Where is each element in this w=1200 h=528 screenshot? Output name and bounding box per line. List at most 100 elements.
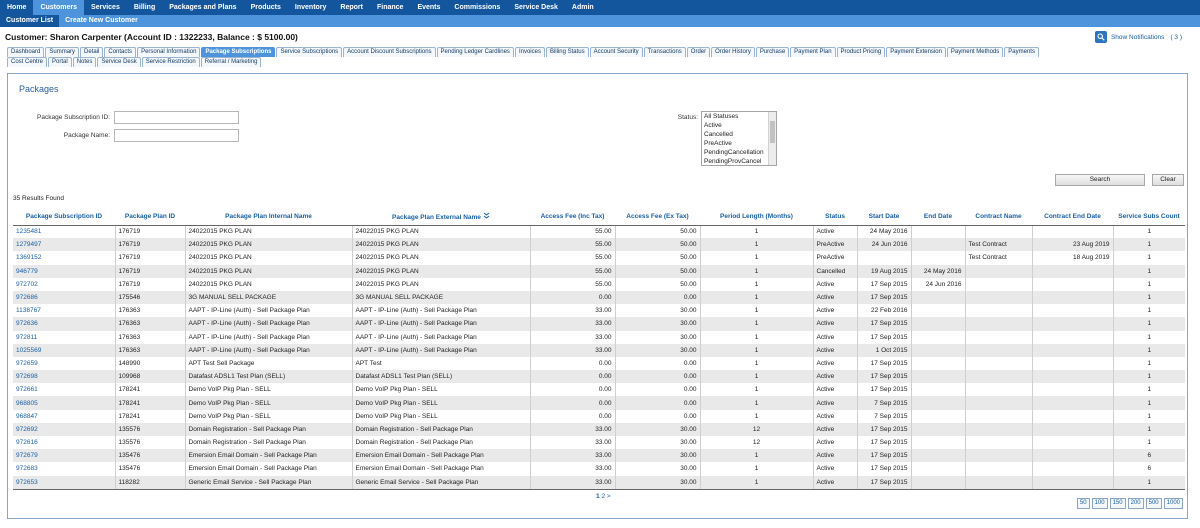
page-next-link[interactable]: > (606, 493, 611, 500)
subscription-id-link[interactable]: 968805 (13, 396, 116, 410)
column-header-label[interactable]: Package Plan ID (124, 213, 176, 221)
tab-personal-information[interactable]: Personal Information (137, 47, 201, 57)
tab-payment-methods[interactable]: Payment Methods (946, 47, 1004, 57)
tab-product-pricing[interactable]: Product Pricing (836, 47, 886, 57)
page-size-50[interactable]: 50 (1076, 498, 1090, 509)
table-row[interactable]: 972661 178241 Demo VoIP Pkg Plan - SELL Dem… (13, 383, 1185, 397)
table-row[interactable]: 968847 178241 Demo VoIP Pkg Plan - SELL Dem… (13, 409, 1185, 423)
table-row[interactable]: 1025569 176363 AAPT - IP-Line (Auth) - Sel… (13, 343, 1185, 357)
column-header[interactable]: Access Fee (Inc Tax) (530, 209, 615, 226)
tab-detail[interactable]: Detail (80, 47, 104, 57)
table-row[interactable]: 1138767 176363 AAPT - IP-Line (Auth) - Sel… (13, 304, 1185, 318)
sort-descending-icon[interactable] (483, 212, 490, 221)
tab-contacts[interactable]: Contacts (104, 47, 137, 57)
column-header[interactable]: Status (813, 209, 857, 226)
subscription-id-link[interactable]: 1025569 (13, 343, 116, 357)
table-row[interactable]: 972698 109968 Datafast ADSL1 Test Plan (SE… (13, 370, 1185, 384)
tab-account-security[interactable]: Account Security (589, 47, 643, 57)
column-header[interactable]: Contract Name (965, 209, 1032, 226)
tab-payment-extension[interactable]: Payment Extension (886, 47, 946, 57)
subscription-id-link[interactable]: 972811 (13, 330, 116, 344)
subscription-id-link[interactable]: 968847 (13, 409, 116, 423)
status-listbox[interactable]: All Statuses Active Cancelled PreActive Pend… (701, 111, 777, 166)
column-header-label[interactable]: Start Date (868, 213, 900, 221)
tab-dashboard[interactable]: Dashboard (7, 47, 45, 57)
column-header[interactable]: Package Plan ID (115, 209, 185, 226)
subscription-id-input[interactable] (114, 111, 239, 124)
table-row[interactable]: 972702 176719 24022015 PKG PLAN 24022015 PK… (13, 277, 1185, 291)
column-header-label[interactable]: Package Subscription ID (25, 213, 103, 221)
page-size-1000[interactable]: 1000 (1163, 498, 1183, 509)
table-row[interactable]: 972679 135476 Emersion Email Domain - Sell… (13, 449, 1185, 463)
notifications-link[interactable]: Show Notifications ( 3 ) (1094, 31, 1182, 43)
nav-services[interactable]: Services (91, 4, 120, 11)
subscription-id-link[interactable]: 972679 (13, 449, 116, 463)
column-header[interactable]: Start Date (857, 209, 911, 226)
subscription-id-link[interactable]: 1369152 (13, 251, 116, 265)
notifications-label[interactable]: Show Notifications (1110, 33, 1165, 41)
tab-account-discount-subscriptions[interactable]: Account Discount Subscriptions (343, 47, 436, 57)
page-size-100[interactable]: 100 (1091, 498, 1108, 509)
tab-service-restriction[interactable]: Service Restriction (141, 57, 200, 67)
table-row[interactable]: 972659 148990 APT Test Sell Package APT Tes… (13, 356, 1185, 371)
tab-package-subscriptions[interactable]: Package Subscriptions (201, 47, 276, 57)
nav-home[interactable]: Home (7, 4, 27, 11)
subscription-id-link[interactable]: 972702 (13, 277, 116, 291)
subscription-id-link[interactable]: 1138767 (13, 304, 116, 318)
tab-referral-marketing[interactable]: Referral / Marketing (200, 57, 262, 67)
tab-portal[interactable]: Portal (48, 57, 72, 67)
tab-payments[interactable]: Payments (1004, 47, 1039, 57)
tab-billing-status[interactable]: Billing Status (545, 47, 589, 57)
nav-billing[interactable]: Billing (133, 4, 156, 11)
search-icon[interactable] (1094, 31, 1107, 43)
tab-service-subscriptions[interactable]: Service Subscriptions (276, 47, 343, 57)
table-row[interactable]: 972653 118282 Generic Email Service - Sell… (13, 475, 1185, 489)
status-option-pendingprovcancel[interactable]: PendingProvCancel (704, 158, 762, 165)
table-row[interactable]: 972686 175546 3G MANUAL SELL PACKAGE 3G MAN… (13, 290, 1185, 305)
package-name-input[interactable] (114, 129, 239, 142)
listbox-scrollbar[interactable] (768, 112, 776, 165)
tab-cost-centre[interactable]: Cost Centre (7, 57, 48, 67)
column-header-label[interactable]: Period Length (Months) (720, 213, 793, 221)
status-option-pendingcancellation[interactable]: PendingCancellation (704, 149, 764, 156)
column-header-label[interactable]: Status (825, 213, 845, 221)
subscription-id-link[interactable]: 972698 (13, 370, 116, 384)
status-option-cancelled[interactable]: Cancelled (704, 131, 733, 138)
subnav-customer-list[interactable]: Customer List (0, 15, 60, 27)
subscription-id-link[interactable]: 1235481 (13, 225, 116, 239)
column-header[interactable]: Period Length (Months) (700, 209, 813, 226)
subscription-id-link[interactable]: 972653 (13, 475, 116, 489)
subscription-id-link[interactable]: 1279497 (13, 238, 116, 252)
tab-order[interactable]: Order (686, 47, 711, 57)
tab-transactions[interactable]: Transactions (643, 47, 686, 57)
tab-notes[interactable]: Notes (72, 57, 97, 67)
column-header[interactable]: Access Fee (Ex Tax) (615, 209, 700, 226)
nav-service-desk[interactable]: Service Desk (514, 4, 558, 11)
tab-order-history[interactable]: Order History (711, 47, 755, 57)
column-header[interactable]: End Date (911, 209, 965, 226)
tab-pending-ledger-cardlines[interactable]: Pending Ledger Cardlines (436, 47, 514, 57)
column-header-label[interactable]: End Date (923, 213, 953, 221)
nav-admin[interactable]: Admin (571, 4, 594, 11)
column-header-label[interactable]: Access Fee (Ex Tax) (626, 213, 689, 221)
nav-inventory[interactable]: Inventory (294, 4, 327, 11)
column-header-label[interactable]: Package Plan External Name (392, 214, 481, 222)
table-row[interactable]: 968805 178241 Demo VoIP Pkg Plan - SELL Dem… (13, 396, 1185, 410)
subscription-id-link[interactable]: 972661 (13, 383, 116, 397)
column-header[interactable]: Contract End Date (1032, 209, 1113, 226)
column-header[interactable]: Package Plan External Name (352, 209, 530, 226)
tab-summary[interactable]: Summary (45, 47, 80, 57)
subscription-id-link[interactable]: 972616 (13, 436, 116, 450)
column-header-label[interactable]: Access Fee (Inc Tax) (540, 213, 605, 221)
column-header[interactable]: Package Subscription ID (13, 209, 115, 226)
subscription-id-link[interactable]: 972636 (13, 317, 116, 331)
table-row[interactable]: 972636 176363 AAPT - IP-Line (Auth) - Sell… (13, 317, 1185, 331)
subnav-create-new-customer[interactable]: Create New Customer (65, 17, 138, 24)
column-header-label[interactable]: Contract Name (975, 213, 1022, 221)
status-option-all-statuses[interactable]: All Statuses (704, 113, 739, 120)
tab-invoices[interactable]: Invoices (514, 47, 545, 57)
subscription-id-link[interactable]: 972686 (13, 290, 116, 305)
page-2-link[interactable]: 2 (601, 493, 606, 500)
column-header[interactable]: Package Plan Internal Name (185, 209, 352, 226)
page-size-200[interactable]: 200 (1127, 498, 1144, 509)
